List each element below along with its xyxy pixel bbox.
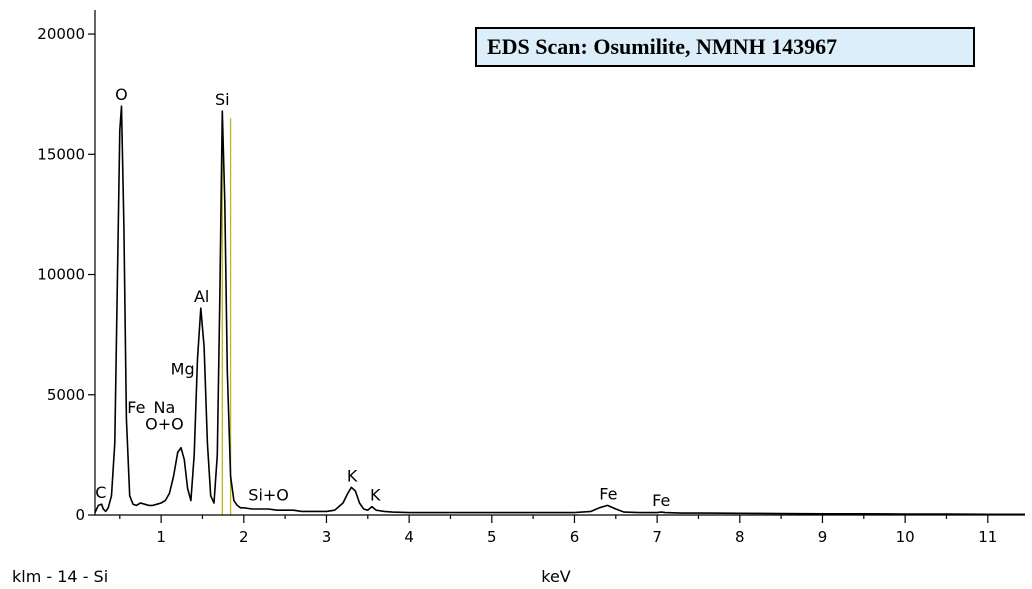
- peak-labels: C O Fe NaO+O Mg Al Si Si+O KK Fe Fe: [95, 85, 670, 510]
- x-tick-label: 1: [156, 528, 166, 546]
- spectrum-series-line: [94, 105, 1025, 516]
- x-tick-label: 9: [818, 528, 828, 546]
- peak-label: Si+O: [248, 486, 289, 505]
- peak-label: Mg: [171, 359, 195, 378]
- x-tick-label: 5: [487, 528, 497, 546]
- x-axis-label: keV: [541, 567, 571, 586]
- peak-label: Si: [215, 90, 230, 109]
- peak-label: Fe: [599, 484, 617, 503]
- peak-label: O: [115, 85, 128, 104]
- y-tick-label: 0: [75, 506, 85, 524]
- y-tick-label: 5000: [47, 386, 85, 404]
- x-tick-label: 10: [896, 528, 915, 546]
- peak-label: Fe: [127, 398, 145, 417]
- peak-label: Fe: [652, 491, 670, 510]
- peak-label: O+O: [145, 415, 184, 434]
- y-ticks: 0 5000 10000 15000 20000: [37, 25, 95, 524]
- footer-left-label: klm - 14 - Si: [12, 567, 108, 586]
- peak-label: Na: [154, 398, 176, 417]
- x-tick-label: 7: [652, 528, 662, 546]
- element-line-markers: [221, 118, 232, 515]
- y-tick-label: 20000: [37, 25, 85, 43]
- x-tick-label: 4: [404, 528, 414, 546]
- peak-label: K: [347, 466, 358, 485]
- x-tick-label: 6: [570, 528, 580, 546]
- y-tick-label: 10000: [37, 266, 85, 284]
- y-tick-label: 15000: [37, 145, 85, 163]
- chart-title: EDS Scan: Osumilite, NMNH 143967: [475, 27, 975, 67]
- x-tick-label: 3: [322, 528, 332, 546]
- x-ticks: 1 2 3 4 5 6 7 8 9 10 11: [119, 515, 997, 546]
- x-tick-label: 11: [978, 528, 997, 546]
- peak-label: K: [370, 486, 381, 505]
- x-tick-label: 2: [239, 528, 249, 546]
- x-tick-label: 8: [735, 528, 745, 546]
- peak-label: C: [95, 483, 106, 502]
- peak-label: Al: [194, 287, 209, 306]
